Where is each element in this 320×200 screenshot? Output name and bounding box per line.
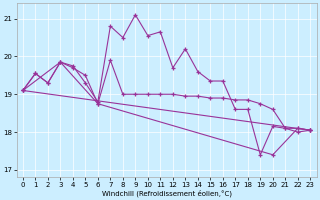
X-axis label: Windchill (Refroidissement éolien,°C): Windchill (Refroidissement éolien,°C): [101, 189, 232, 197]
